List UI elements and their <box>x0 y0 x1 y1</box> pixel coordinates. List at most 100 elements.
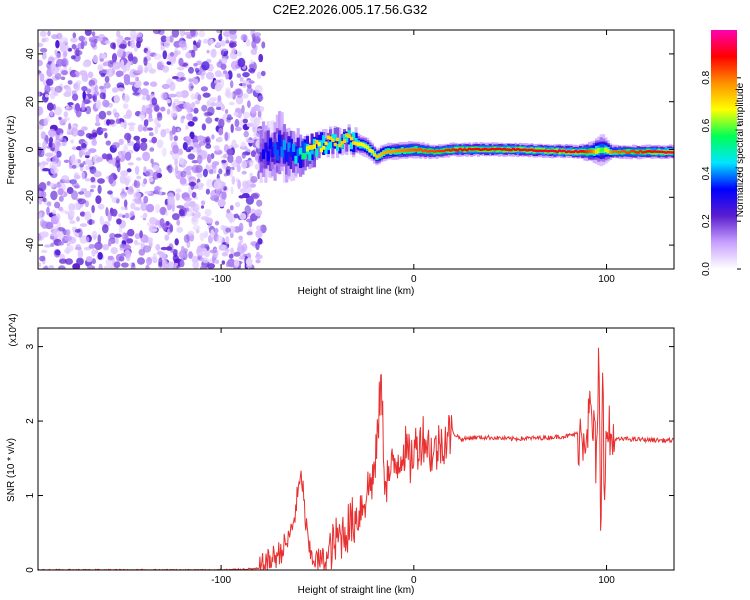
spectrogram-noise-cell <box>143 235 149 243</box>
spectrogram-noise-cell <box>102 61 109 67</box>
spectrogram-noise-cell <box>149 81 158 87</box>
spectrogram-noise-cell <box>133 180 141 189</box>
spectrogram-noise-cell <box>41 161 49 166</box>
spectrogram-ridge-cell <box>578 150 582 153</box>
colorbar-tick-label: 0.8 <box>701 70 712 84</box>
spectrogram-ridge-cell <box>354 138 358 145</box>
spectrogram-noise-cell <box>59 132 64 141</box>
spectrogram-noise-cell <box>91 129 98 139</box>
spectrogram-noise-cell <box>124 132 132 141</box>
spectrogram-noise-cell <box>98 110 107 120</box>
spectrogram-noise-cell <box>210 102 217 107</box>
spectrogram-noise-cell <box>255 153 259 163</box>
snr-y-ticks: 0 1 2 3 <box>25 343 674 573</box>
spectrogram-noise-cell <box>136 31 143 38</box>
spectrogram-noise-cell <box>153 53 162 60</box>
spectrogram-noise-cell <box>149 228 158 232</box>
spectrogram-noise-cell <box>122 65 127 73</box>
spectrogram-noise-cell <box>54 249 61 256</box>
spectrogram-noise-cell <box>214 227 219 234</box>
spectrogram-noise-cell <box>185 136 192 141</box>
spectrogram-noise-cell <box>229 30 237 35</box>
spectrogram-noise-cell <box>41 191 47 198</box>
spectrogram-noise-cell <box>232 91 236 100</box>
spectrogram-noise-cell <box>242 111 251 119</box>
spectrogram-noise-cell <box>91 205 95 214</box>
spectrogram-noise-cell <box>142 151 151 162</box>
spectrogram-noise-cell <box>169 81 176 91</box>
spectrogram-y-label: Frequency (Hz) <box>6 116 17 185</box>
spectrogram-ridge-cell <box>345 133 349 137</box>
colorbar-tick-label: 0.2 <box>701 214 712 228</box>
spectrogram-ridge-cell <box>352 132 356 140</box>
spectrogram-noise-cell <box>38 182 47 192</box>
spectrogram-noise-cell <box>240 141 247 149</box>
spectrogram-noise-cell <box>164 128 170 134</box>
spectrogram-noise-cell <box>49 110 54 117</box>
spectrogram-noise-cell <box>58 241 65 246</box>
spectrogram-noise-cell <box>187 153 195 160</box>
spectrogram-noise-cell <box>196 172 203 178</box>
spectrogram-noise-cell <box>225 36 230 44</box>
spectrogram-noise-cell <box>201 104 208 112</box>
spectrogram-noise-cell <box>134 207 141 211</box>
spectrogram-ridge-cell <box>493 148 497 151</box>
spectrogram-noise-cell <box>40 249 48 254</box>
spectrogram-noise-cell <box>200 265 207 269</box>
spectrogram-noise-cell <box>105 259 113 266</box>
spectrogram-noise-cell <box>38 59 43 67</box>
spectrogram-noise-cell <box>40 131 47 140</box>
spectrogram-noise-cell <box>74 184 81 189</box>
spectrogram-noise-cell <box>230 80 234 89</box>
spectrogram-ridge-cell <box>329 141 333 149</box>
spectrogram-noise-cell <box>71 43 77 50</box>
spectrogram-noise-cell <box>127 53 134 62</box>
spectrogram-noise-cell <box>52 225 59 230</box>
spectrogram-ridge-cell <box>601 147 606 154</box>
spectrogram-y-ticks: -40 -20 0 20 40 <box>25 48 674 252</box>
spectrogram-noise-cell <box>118 213 123 218</box>
spectrogram-noise-cell <box>126 254 131 262</box>
snr-x-tick-label: 0 <box>411 575 417 586</box>
spectrogram-ridge-cell <box>484 147 488 151</box>
spectrogram-noise-cell <box>156 250 163 256</box>
spectrogram-noise-cell <box>196 154 203 165</box>
spectrogram-noise-cell <box>187 121 195 127</box>
spectrogram-noise-cell <box>104 132 108 139</box>
spectrogram-noise-cell <box>111 53 118 63</box>
spectrogram-noise-cell <box>81 171 85 180</box>
spectrogram-noise-cell <box>215 41 221 48</box>
spectrogram-ridge-cell <box>604 147 608 153</box>
spectrogram-ridge-cell <box>458 147 462 151</box>
spectrogram-noise-cell <box>98 34 105 39</box>
spectrogram-noise-cell <box>88 244 96 249</box>
spectrogram-noise-cell <box>68 210 75 217</box>
colorbar-gradient <box>711 30 737 269</box>
spectrogram-noise-cell <box>68 203 75 212</box>
spectrogram-ridge-cell <box>470 148 474 151</box>
spectrogram-noise-cell <box>70 73 77 78</box>
spectrogram-ridge-cell <box>368 148 372 153</box>
spectrogram-noise-cell <box>236 164 241 173</box>
spectrogram-noise-cell <box>129 211 135 217</box>
spectrogram-noise-cell <box>79 235 88 244</box>
spectrogram-noise-cell <box>146 50 152 57</box>
spectrogram-noise-cell <box>237 179 242 190</box>
spectrogram-noise-cell <box>160 45 165 51</box>
spectrogram-noise-cell <box>84 30 92 36</box>
spectrogram-noise-cell <box>133 79 142 89</box>
spectrogram-noise-cell <box>59 43 66 53</box>
spectrogram-noise-cell <box>191 215 197 223</box>
spectrogram-noise-cell <box>68 123 72 130</box>
spectrogram-noise-cell <box>160 92 168 100</box>
spectrogram-noise-cell <box>176 226 184 233</box>
spectrogram-ridge-cell <box>410 148 414 152</box>
spectrogram-noise-cell <box>85 132 92 139</box>
spectrogram-ridge-cell <box>342 139 347 143</box>
spectrogram-ridge-cell <box>530 148 534 151</box>
spectrogram-noise-cell <box>174 262 178 267</box>
spectrogram-noise-cell <box>151 136 157 144</box>
spectrogram-ridge-cell <box>507 148 511 151</box>
spectrogram-noise-cell <box>227 114 232 118</box>
spectrogram-ridge-cell <box>403 148 407 152</box>
